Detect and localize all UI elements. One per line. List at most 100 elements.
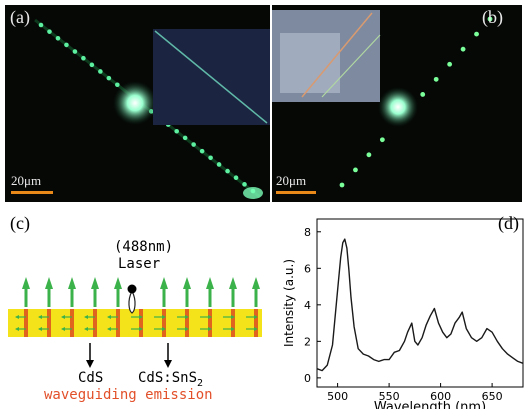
- emission-arrow-icon: [114, 277, 122, 289]
- emission-dot-b: [379, 137, 385, 143]
- emission-dot-a: [38, 22, 44, 28]
- panel-a-label: (a): [10, 7, 30, 27]
- emission-dot-a: [174, 128, 179, 134]
- x-tick-label: 600: [430, 390, 451, 403]
- panel-b-micrograph: (b) 20μm: [272, 5, 522, 202]
- cds-sns2-label: CdS:SnS2: [138, 370, 203, 389]
- guided-arrow-icon: [254, 315, 258, 319]
- guided-arrow-icon: [107, 315, 111, 319]
- emission-dot-a: [64, 42, 69, 48]
- scale-bar-b: [276, 191, 316, 194]
- panel-d-label: (d): [498, 213, 519, 233]
- emission-arrow-icon: [229, 277, 237, 289]
- emission-dot-a: [182, 135, 188, 141]
- guided-arrow-icon: [231, 327, 235, 331]
- emission-arrow-icon: [68, 277, 76, 289]
- emission-dots-b: [339, 16, 493, 188]
- guided-arrow-icon: [162, 315, 166, 319]
- cds-sns2-segment: [47, 309, 51, 337]
- emission-arrow-icon: [91, 277, 99, 289]
- cds-sns2-segment: [70, 309, 74, 337]
- emission-dot-a: [208, 155, 213, 161]
- y-tick-label: 4: [304, 299, 311, 312]
- guided-arrow-icon: [208, 327, 212, 331]
- guided-arrow-icon: [185, 327, 189, 331]
- cds-sns2-segment: [185, 309, 189, 337]
- laser-beam-icon: [128, 289, 136, 314]
- emission-arrow-icon: [160, 277, 168, 289]
- guided-arrow-icon: [38, 315, 42, 319]
- x-tick-label: 650: [482, 390, 503, 403]
- emission-dot-a: [72, 49, 78, 54]
- inset-wire-b2: [321, 34, 381, 98]
- scale-text-a: 20μm: [11, 173, 42, 188]
- guided-arrows: [15, 315, 258, 331]
- scale-text-b: 20μm: [276, 173, 307, 188]
- emission-dot-a: [55, 35, 61, 41]
- guided-arrow-icon: [15, 315, 19, 319]
- emission-dot-b: [474, 31, 479, 37]
- guided-arrow-icon: [254, 327, 258, 331]
- guided-arrow-icon: [139, 327, 143, 331]
- doped-segments: [24, 309, 258, 337]
- inset-wire-a: [154, 30, 268, 124]
- emission-dot-b: [433, 76, 439, 82]
- excitation-spot-a: [113, 81, 157, 125]
- excitation-spot-b: [378, 87, 418, 127]
- emission-dot-b: [339, 182, 345, 188]
- cds-sns2-segment: [208, 309, 212, 337]
- guided-arrow-icon: [61, 327, 65, 331]
- inset-wire-b1: [301, 12, 373, 98]
- x-axis-label: Wavelength (nm): [374, 400, 486, 409]
- cds-sns2-pointer-arrow-icon: [164, 360, 172, 368]
- emission-arrow-icon: [45, 277, 53, 289]
- guided-arrow-icon: [84, 327, 88, 331]
- emission-dot-a: [216, 162, 222, 167]
- cds-pointer-arrow-icon: [86, 360, 94, 368]
- guided-arrow-icon: [107, 327, 111, 331]
- y-tick-label: 2: [304, 335, 311, 348]
- panel-a-micrograph: (a) 20μm: [5, 5, 270, 202]
- cds-sns2-text: CdS:SnS: [138, 370, 198, 386]
- y-tick-label: 6: [304, 262, 311, 275]
- guided-arrow-icon: [208, 315, 212, 319]
- plot-frame: [316, 218, 524, 388]
- emission-dot-a: [233, 175, 239, 181]
- guided-arrow-icon: [231, 315, 235, 319]
- emission-dot-a: [81, 55, 86, 61]
- emission-dot-a: [115, 82, 120, 88]
- emission-dot-a: [98, 69, 103, 74]
- cds-sns2-subscript: 2: [197, 377, 204, 389]
- guided-arrow-icon: [38, 327, 42, 331]
- y-axis-label: Intensity (a.u.): [282, 259, 296, 347]
- x-tick-label: 550: [379, 390, 400, 403]
- cds-sns2-segment: [116, 309, 120, 337]
- guided-arrow-icon: [15, 327, 19, 331]
- cds-label: CdS: [78, 370, 104, 386]
- emission-arrow-icon: [22, 277, 30, 289]
- nanowire-band: [8, 309, 262, 337]
- panel-b-image: [272, 10, 493, 194]
- cds-sns2-segment: [93, 309, 97, 337]
- emission-dot-a: [106, 75, 112, 81]
- panel-c-schematic: (c) (488nm) Laser CdS CdS:SnS2 waveguidi…: [0, 205, 280, 409]
- emission-dot-b: [420, 92, 426, 97]
- spectrum-chart: 500 550 600 650 0 2 4 6 8 Wavelength (nm) Intensit…: [282, 218, 524, 409]
- wire-end-emission-a: [243, 187, 263, 199]
- emission-dot-a: [191, 142, 196, 147]
- laser-spot-icon: [127, 284, 137, 294]
- emission-arrow-icon: [252, 277, 260, 289]
- emission-arrow-icon: [206, 277, 214, 289]
- emission-dot-a: [47, 29, 52, 34]
- cds-sns2-segment: [254, 309, 258, 337]
- cds-sns2-segment: [231, 309, 235, 337]
- cds-sns2-segment: [139, 309, 143, 337]
- y-tick-label: 8: [304, 226, 311, 239]
- emission-dot-b: [447, 61, 453, 67]
- spectrum-line: [316, 238, 524, 372]
- cds-sns2-segment: [162, 309, 166, 337]
- x-tick-label: 500: [327, 390, 348, 403]
- panel-c-label: (c): [10, 213, 30, 233]
- scale-bar-a: [11, 191, 53, 194]
- waveguiding-caption: waveguiding emission: [44, 387, 213, 403]
